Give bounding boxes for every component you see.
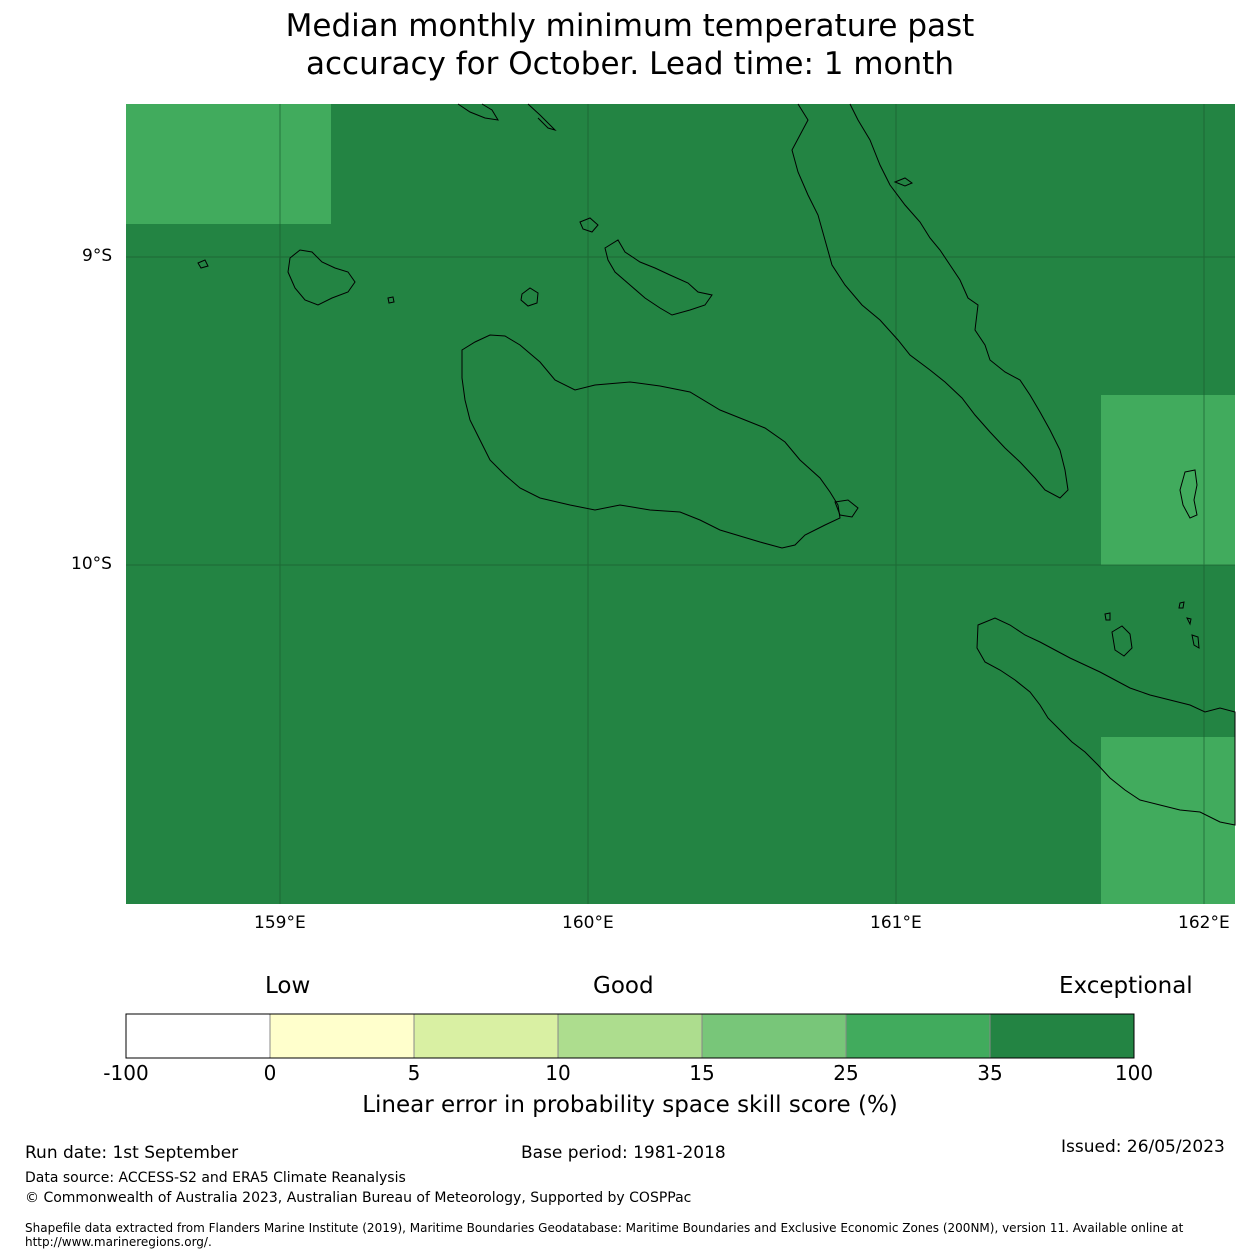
colorbar-outline — [125, 1013, 1135, 1059]
colorbar-axis-label: Linear error in probability space skill … — [362, 1092, 898, 1118]
colorbar-good-label: Good — [593, 973, 654, 999]
map-title-line-1: Median monthly minimum temperature past — [285, 8, 975, 44]
data-source: Data source: ACCESS-S2 and ERA5 Climate … — [25, 1170, 406, 1186]
colorbar-exceptional-label: Exceptional — [1059, 973, 1193, 999]
copyright: © Commonwealth of Australia 2023, Austra… — [25, 1190, 692, 1206]
gridlines — [126, 104, 1235, 904]
colorbar-segment — [845, 1013, 991, 1059]
colorbar-tick-label: 5 — [407, 1061, 421, 1085]
run-date: Run date: 1st September — [25, 1143, 239, 1163]
island-santa-isabel — [461, 334, 841, 549]
colorbar-low-label: Low — [265, 973, 311, 999]
colorbar-segment — [557, 1013, 703, 1059]
lat-tick-label: 9°S — [82, 246, 113, 266]
island-malaita — [791, 103, 1069, 499]
island-ulawa — [1179, 469, 1198, 519]
skill-cell-good — [1101, 737, 1235, 904]
skill-cell-exceptional — [126, 104, 1235, 904]
island-savo — [520, 287, 539, 307]
issued-date: Issued: 26/05/2023 — [1061, 1137, 1225, 1157]
shapefile-credit: Shapefile data extracted from Flanders M… — [25, 1221, 1184, 1249]
colorbar-tick-label: 10 — [545, 1061, 571, 1085]
colorbar-tick-label: 15 — [689, 1061, 715, 1085]
lon-tick-label: 160°E — [562, 913, 614, 933]
colorbar — [125, 1013, 1135, 1059]
colorbar-segment — [989, 1013, 1135, 1059]
island-makira — [976, 617, 1236, 826]
island-florida — [604, 239, 713, 316]
lon-tick-label: 159°E — [254, 913, 306, 933]
island-russell — [287, 249, 356, 306]
colorbar-tick-label: -100 — [103, 1061, 149, 1085]
colorbar-tick-label: 100 — [1114, 1061, 1154, 1085]
lat-tick-label: 10°S — [71, 554, 112, 574]
colorbar-tick-label: 25 — [833, 1061, 859, 1085]
colorbar-tick-label: 35 — [977, 1061, 1003, 1085]
lon-tick-label: 162°E — [1178, 913, 1230, 933]
colorbar-segment — [269, 1013, 415, 1059]
base-period: Base period: 1981-2018 — [521, 1143, 726, 1163]
lon-tick-label: 161°E — [870, 913, 922, 933]
colorbar-tick-label: 0 — [263, 1061, 277, 1085]
colorbar-segment — [413, 1013, 559, 1059]
skill-cell-good — [126, 104, 331, 224]
map-title-line-2: accuracy for October. Lead time: 1 month — [306, 46, 954, 82]
colorbar-segment — [125, 1013, 271, 1059]
colorbar-segment — [701, 1013, 847, 1059]
skill-cell-good — [1101, 395, 1235, 565]
coastlines — [197, 103, 1236, 826]
